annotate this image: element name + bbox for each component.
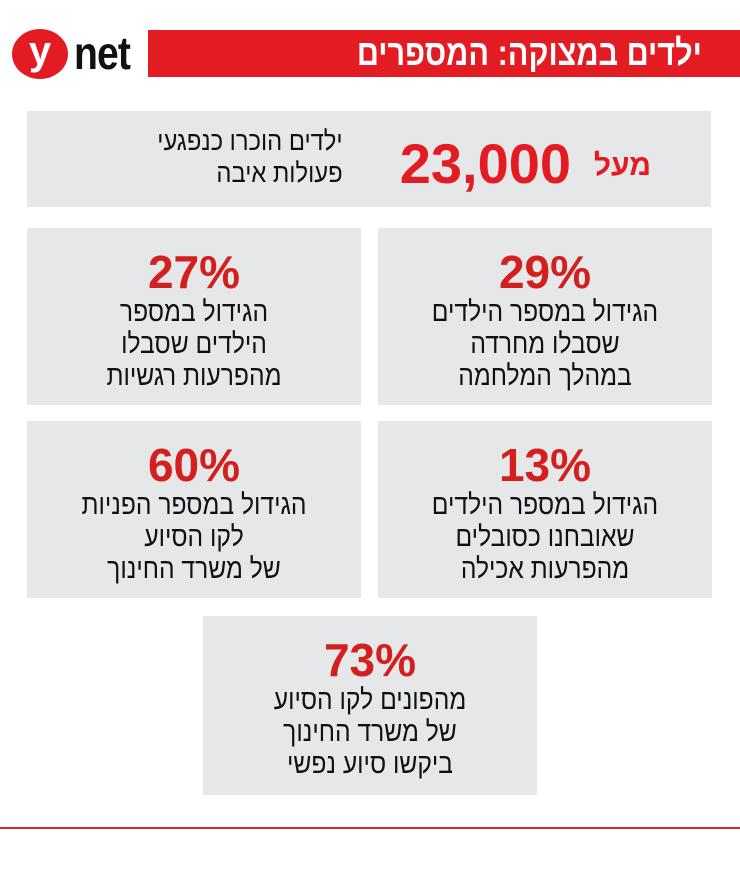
desc-line: במהלך המלחמה — [458, 360, 632, 391]
desc-line: שסבלו מחרדה — [470, 328, 620, 359]
stat-card: 29% הגידול במספר הילדים שסבלו מחרדה במהלך … — [378, 228, 712, 405]
stat-card: 27% הגידול במספר הילדים שסבלו מהפרעות רגשי… — [27, 228, 361, 405]
desc-line: של משרד החינוך — [107, 553, 281, 584]
stat-description: ילדים הוכרו כנפגעי פעולות איבה — [158, 125, 343, 189]
stat-card: 60% הגידול במספר הפניות לקו הסיוע של משרד … — [27, 421, 361, 598]
logo-y: y — [12, 29, 68, 79]
page-title: ילדים במצוקה: המספרים — [357, 32, 702, 73]
desc-line: הילדים שסבלו — [121, 328, 267, 359]
stat-value: 23,000 — [399, 132, 571, 195]
desc-line: שאובחנו כסובלים — [455, 521, 635, 552]
desc-line: הגידול במספר הילדים — [431, 296, 659, 327]
desc-line: הגידול במספר הפניות — [81, 489, 307, 520]
header-bar: ילדים במצוקה: המספרים — [148, 30, 740, 77]
desc-line: מהפרעות אכילה — [460, 553, 630, 584]
stat-card: 13% הגידול במספר הילדים שאובחנו כסובלים מה… — [378, 421, 712, 598]
desc-line: מהפרעות רגשיות — [106, 360, 282, 391]
stat-value: 13% — [498, 439, 592, 491]
desc-line: ילדים הוכרו כנפגעי — [157, 126, 343, 156]
desc-line: הגידול במספר — [119, 296, 269, 327]
ynet-logo: y net — [10, 27, 150, 80]
stat-value: 60% — [147, 439, 241, 491]
stat-value: 29% — [498, 246, 592, 298]
desc-line: מהפונים לקו הסיוע — [273, 684, 467, 715]
bottom-divider — [0, 827, 740, 829]
top-stat-box: מעל 23,000 ילדים הוכרו כנפגעי פעולות איב… — [27, 111, 711, 207]
desc-line: הגידול במספר הילדים — [431, 489, 659, 520]
stat-value: 73% — [323, 634, 417, 686]
desc-line: פעולות איבה — [216, 158, 343, 188]
logo-text: net — [74, 27, 131, 79]
stat-value: 27% — [147, 246, 241, 298]
desc-line: ביקשו סיוע נפשי — [286, 748, 454, 779]
stat-prefix: מעל — [593, 149, 651, 182]
desc-line: של משרד החינוך — [283, 716, 457, 747]
desc-line: לקו הסיוע — [144, 521, 244, 552]
stat-card: 73% מהפונים לקו הסיוע של משרד החינוך ביקשו… — [203, 616, 537, 795]
